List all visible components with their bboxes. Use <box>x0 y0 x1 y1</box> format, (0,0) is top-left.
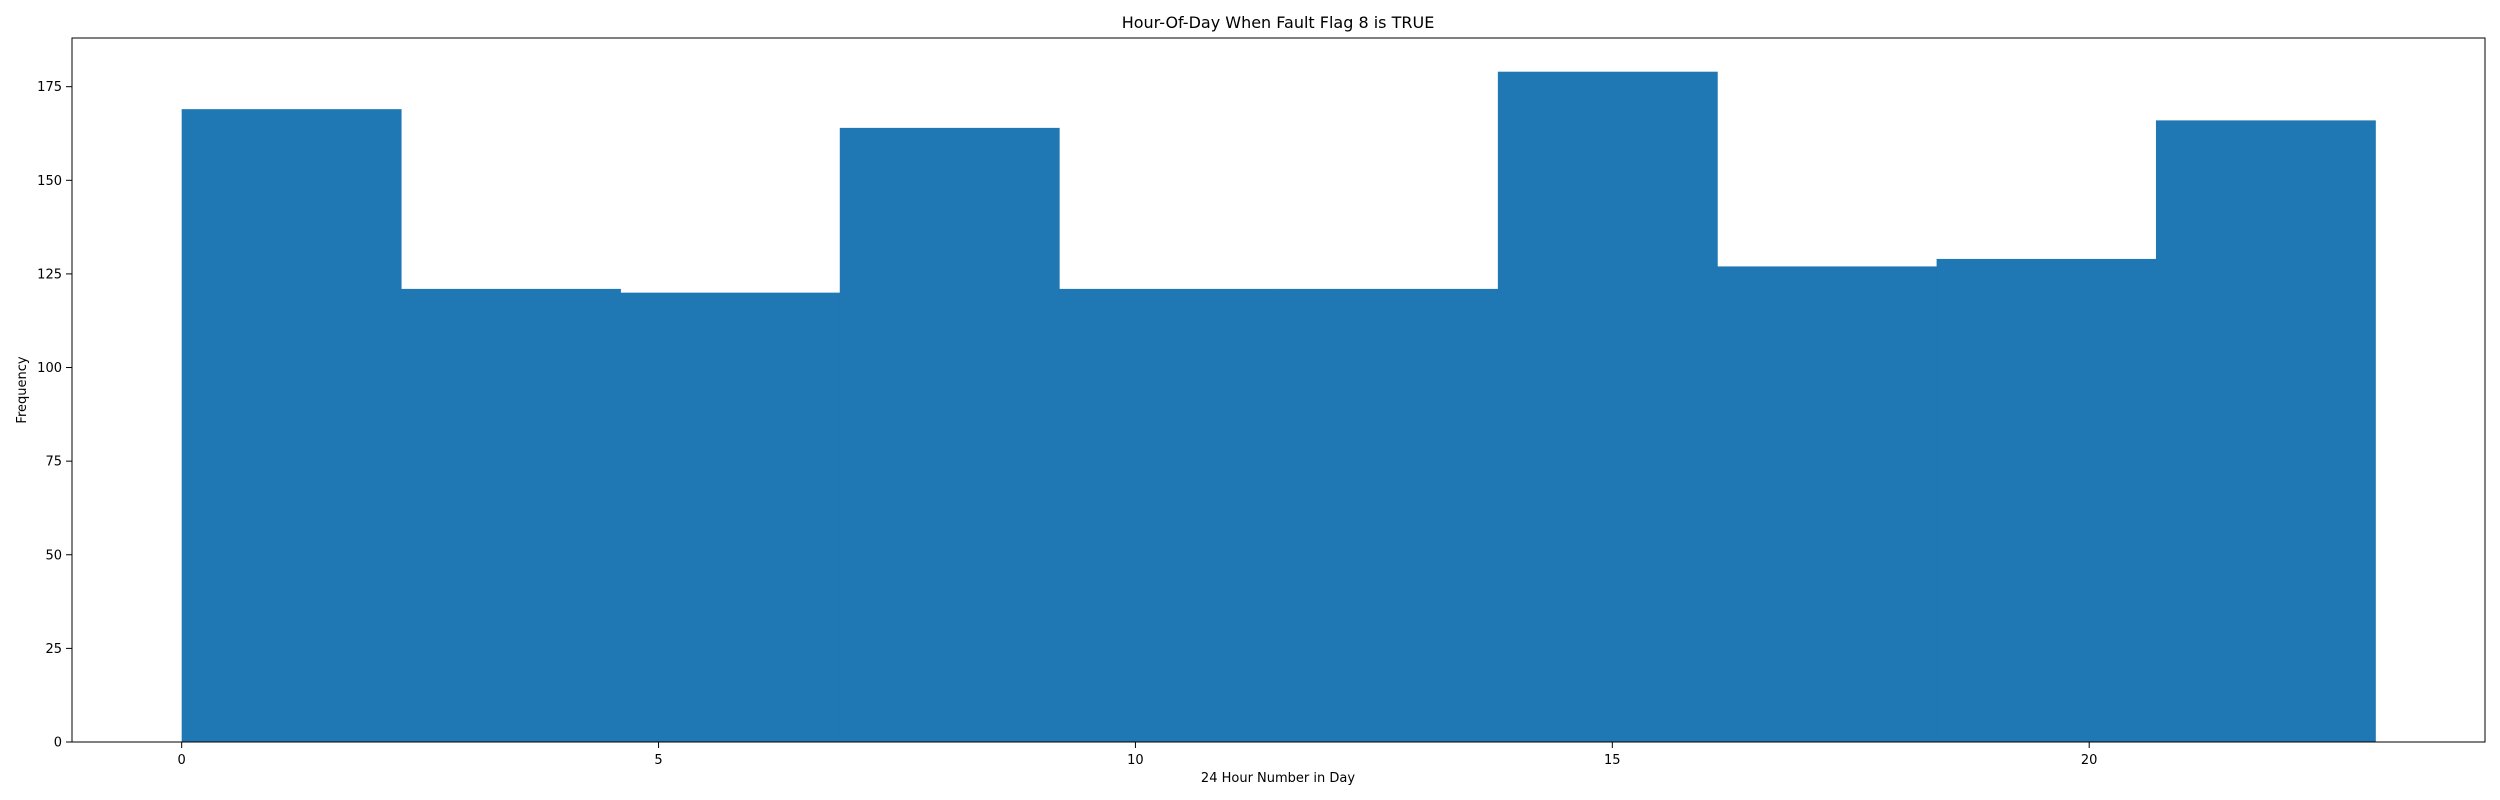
x-axis-ticks: 0 5 10 15 20 <box>178 742 2098 768</box>
x-tick-label: 20 <box>2081 753 2098 768</box>
y-tick-label: 150 <box>37 174 62 189</box>
y-tick-label: 175 <box>37 80 62 95</box>
y-tick-label: 75 <box>45 455 62 470</box>
y-axis-label: Frequency <box>15 356 30 423</box>
histogram-bar <box>1936 258 2157 742</box>
histogram-bar <box>401 288 621 742</box>
y-tick-label: 0 <box>54 736 62 751</box>
histogram-bar <box>839 127 1060 743</box>
y-tick-label: 125 <box>37 267 62 282</box>
histogram-bar <box>2155 120 2376 742</box>
histogram-bar <box>1497 71 1718 742</box>
x-tick-label: 0 <box>178 753 186 768</box>
y-tick-label: 50 <box>45 548 62 563</box>
y-tick-label: 100 <box>37 361 62 376</box>
y-tick-label: 25 <box>45 642 62 657</box>
histogram-bar <box>1059 288 1279 742</box>
histogram-bar <box>1717 266 1938 742</box>
plot-frame <box>71 37 2486 743</box>
bars-group <box>181 71 2376 743</box>
x-tick-label: 10 <box>1127 753 1144 768</box>
y-axis-ticks: 0 25 50 75 100 125 150 175 <box>37 80 72 751</box>
x-tick-label: 15 <box>1604 753 1621 768</box>
histogram-bar <box>1278 288 1499 742</box>
histogram-bar <box>181 109 402 743</box>
histogram-bar <box>620 292 841 742</box>
x-axis-label: 24 Hour Number in Day <box>1201 771 1355 786</box>
chart-title: Hour-Of-Day When Fault Flag 8 is TRUE <box>1122 13 1435 32</box>
x-tick-label: 5 <box>654 753 662 768</box>
